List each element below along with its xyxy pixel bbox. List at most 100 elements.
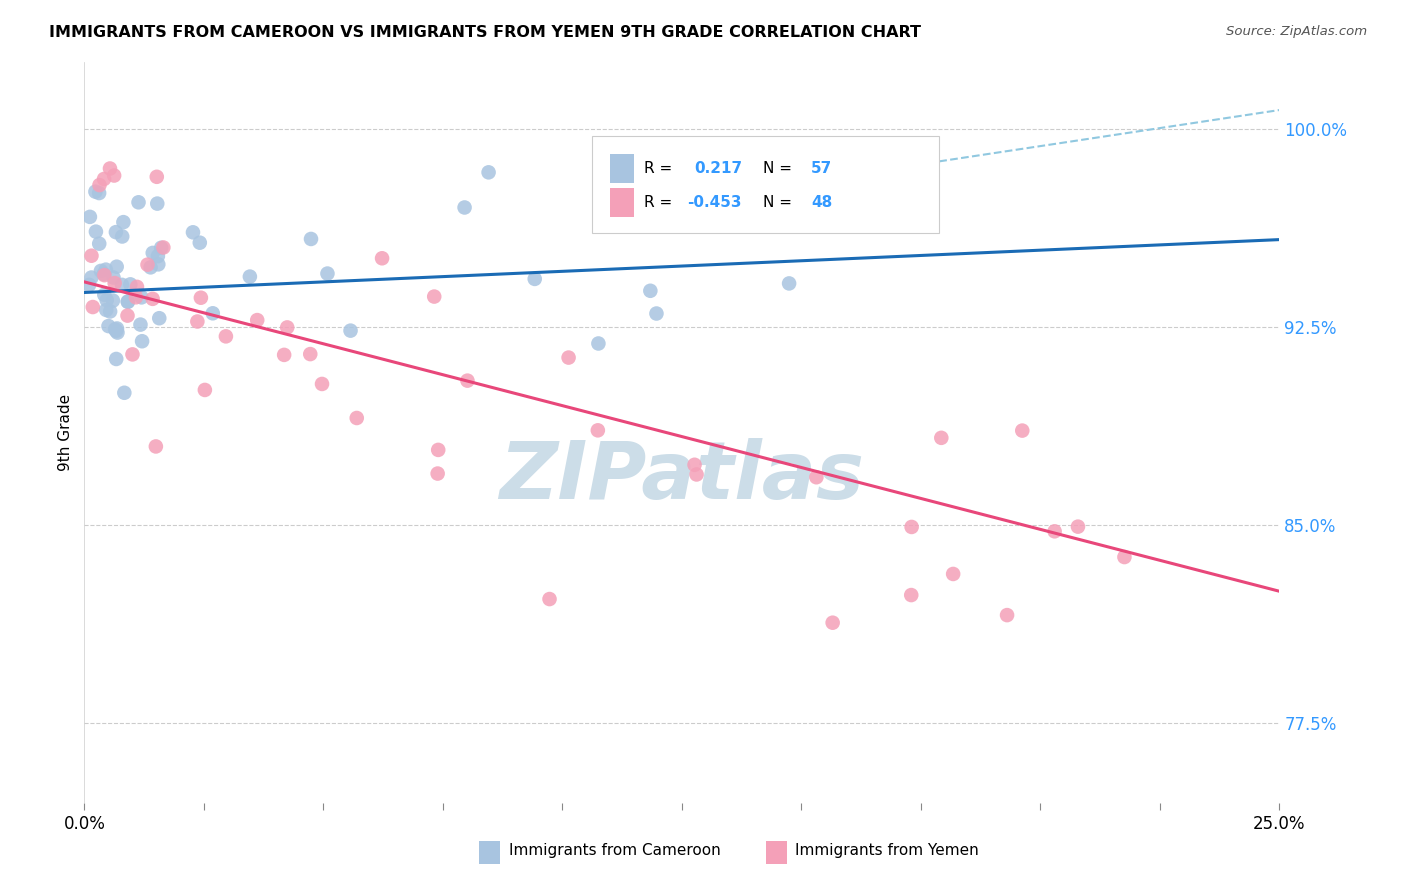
Text: ZIPatlas: ZIPatlas — [499, 438, 865, 516]
Point — [128, 195, 150, 210]
Point — [194, 383, 217, 397]
Point — [427, 442, 450, 457]
Point — [148, 257, 170, 271]
Point — [311, 376, 333, 391]
Point — [103, 270, 125, 285]
Point — [93, 268, 115, 282]
Point — [117, 294, 139, 309]
Point — [316, 267, 339, 281]
Point — [96, 302, 118, 317]
Point — [80, 249, 103, 263]
Text: 57: 57 — [811, 161, 832, 176]
Point — [120, 277, 142, 292]
Point — [276, 320, 298, 334]
Point — [125, 280, 148, 294]
FancyBboxPatch shape — [592, 136, 939, 233]
Text: R =: R = — [644, 161, 676, 176]
Point — [142, 246, 165, 260]
Point — [107, 326, 129, 340]
Point — [105, 351, 128, 366]
Point — [129, 318, 152, 332]
Point — [273, 348, 295, 362]
Point — [142, 292, 165, 306]
Point — [371, 252, 394, 266]
Point — [806, 470, 828, 484]
Text: 0.217: 0.217 — [695, 161, 742, 176]
Point — [201, 306, 224, 320]
Point — [685, 467, 707, 482]
Point — [93, 172, 115, 186]
FancyBboxPatch shape — [610, 187, 634, 217]
Point — [538, 592, 561, 607]
Point — [131, 334, 153, 349]
Point — [111, 277, 134, 292]
Point — [557, 351, 579, 365]
Point — [97, 319, 120, 334]
Point — [1114, 549, 1136, 564]
Point — [104, 322, 127, 336]
Point — [150, 241, 173, 255]
Point — [900, 588, 922, 602]
Point — [104, 276, 127, 290]
Point — [346, 411, 368, 425]
Text: Source: ZipAtlas.com: Source: ZipAtlas.com — [1226, 25, 1367, 38]
Point — [453, 201, 475, 215]
Point — [640, 284, 662, 298]
Point — [821, 615, 844, 630]
Point — [246, 313, 269, 327]
Text: N =: N = — [763, 161, 797, 176]
Point — [146, 169, 169, 184]
Point — [146, 249, 169, 263]
Point — [111, 229, 134, 244]
Point — [152, 240, 174, 254]
Point — [146, 196, 169, 211]
Point — [112, 215, 135, 229]
Text: 48: 48 — [811, 194, 832, 210]
Point — [117, 309, 139, 323]
Point — [89, 178, 111, 193]
Point — [186, 314, 208, 328]
FancyBboxPatch shape — [766, 840, 787, 864]
Point — [523, 272, 546, 286]
Point — [98, 304, 121, 318]
Point — [84, 225, 107, 239]
Point — [603, 214, 626, 228]
Point — [299, 347, 322, 361]
Point — [87, 186, 110, 200]
Point — [98, 161, 121, 176]
Point — [136, 258, 159, 272]
Point — [299, 232, 322, 246]
Point — [181, 225, 204, 239]
Text: IMMIGRANTS FROM CAMEROON VS IMMIGRANTS FROM YEMEN 9TH GRADE CORRELATION CHART: IMMIGRANTS FROM CAMEROON VS IMMIGRANTS F… — [49, 25, 921, 40]
Point — [103, 169, 125, 183]
Point — [90, 264, 112, 278]
Point — [1067, 519, 1090, 533]
Point — [215, 329, 238, 343]
FancyBboxPatch shape — [610, 153, 634, 184]
Point — [586, 423, 609, 437]
Point — [101, 293, 124, 308]
Point — [339, 324, 361, 338]
Point — [995, 608, 1018, 623]
Point — [139, 260, 162, 275]
Point — [121, 347, 143, 361]
Point — [683, 458, 706, 472]
Point — [94, 262, 117, 277]
Point — [456, 374, 478, 388]
Point — [929, 431, 952, 445]
Point — [77, 277, 100, 292]
Text: N =: N = — [763, 194, 797, 210]
Point — [93, 287, 115, 301]
Point — [93, 267, 115, 281]
Point — [588, 336, 610, 351]
Y-axis label: 9th Grade: 9th Grade — [58, 394, 73, 471]
Point — [117, 294, 139, 309]
Point — [900, 520, 922, 534]
FancyBboxPatch shape — [479, 840, 501, 864]
Point — [190, 291, 212, 305]
Point — [125, 290, 148, 304]
Point — [80, 270, 103, 285]
Text: -0.453: -0.453 — [686, 194, 741, 210]
Point — [79, 210, 101, 224]
Point — [104, 225, 127, 239]
